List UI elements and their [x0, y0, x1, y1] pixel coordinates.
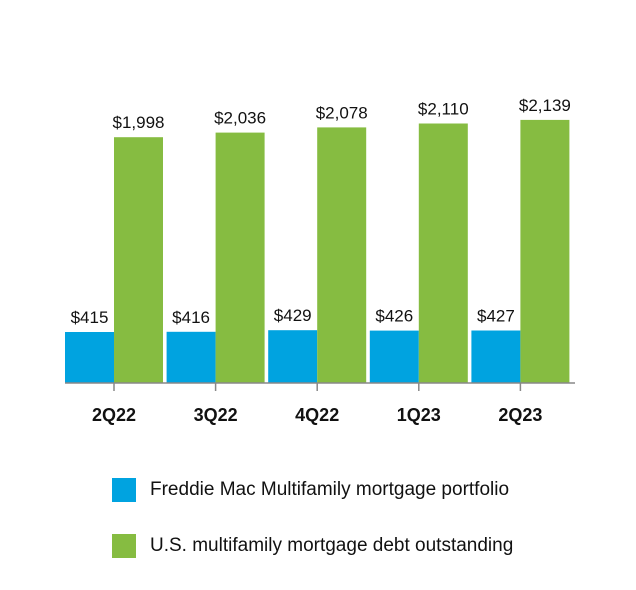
value-label-debt-outstanding-3q22: $2,036: [214, 109, 266, 128]
x-tick-label-2q22: 2Q22: [92, 405, 136, 425]
bar-debt-outstanding-4q22: [317, 127, 367, 384]
x-tick-label-1q23: 1Q23: [397, 405, 441, 425]
x-tick-labels-group: 2Q22 3Q22 4Q22 1Q23 2Q23: [92, 405, 542, 425]
legend: Freddie Mac Multifamily mortgage portfol…: [112, 476, 513, 588]
legend-item-debt-outstanding: U.S. multifamily mortgage debt outstandi…: [112, 532, 513, 560]
legend-item-portfolio: Freddie Mac Multifamily mortgage portfol…: [112, 476, 513, 504]
x-tick-label-3q22: 3Q22: [194, 405, 238, 425]
bar-portfolio-2q23: [471, 330, 521, 383]
bar-chart: $415 $1,998 $416 $2,036 $429 $2,078 $426 $2,110…: [65, 96, 575, 425]
value-label-portfolio-3q22: $416: [172, 308, 210, 327]
bar-portfolio-4q22: [268, 330, 318, 383]
value-label-portfolio-2q22: $415: [71, 308, 109, 327]
bar-debt-outstanding-3q22: [215, 132, 265, 383]
x-tick-label-4q22: 4Q22: [295, 405, 339, 425]
value-label-debt-outstanding-2q23: $2,139: [519, 96, 571, 115]
bar-portfolio-1q23: [369, 330, 419, 383]
bars-group: [65, 119, 570, 384]
legend-label-debt-outstanding: U.S. multifamily mortgage debt outstandi…: [150, 535, 514, 556]
value-label-portfolio-2q23: $427: [477, 307, 515, 326]
value-label-debt-outstanding-4q22: $2,078: [316, 103, 368, 122]
value-label-debt-outstanding-1q23: $2,110: [418, 100, 469, 119]
bar-debt-outstanding-1q23: [418, 123, 468, 383]
value-label-portfolio-4q22: $429: [274, 306, 312, 325]
x-ticks-group: [113, 383, 522, 391]
value-label-debt-outstanding-2q22: $1,998: [113, 113, 165, 132]
legend-label-portfolio: Freddie Mac Multifamily mortgage portfol…: [150, 479, 510, 500]
value-labels-group: $415 $1,998 $416 $2,036 $429 $2,078 $426 $2,110…: [71, 96, 571, 327]
value-label-portfolio-1q23: $426: [375, 307, 413, 326]
bar-portfolio-3q22: [166, 331, 216, 383]
legend-swatch-portfolio: [112, 478, 136, 502]
legend-swatch-debt-outstanding: [112, 534, 136, 558]
x-tick-label-2q23: 2Q23: [498, 405, 542, 425]
bar-debt-outstanding-2q22: [114, 137, 163, 383]
bar-debt-outstanding-2q23: [520, 119, 570, 384]
bar-portfolio-2q22: [65, 332, 114, 383]
